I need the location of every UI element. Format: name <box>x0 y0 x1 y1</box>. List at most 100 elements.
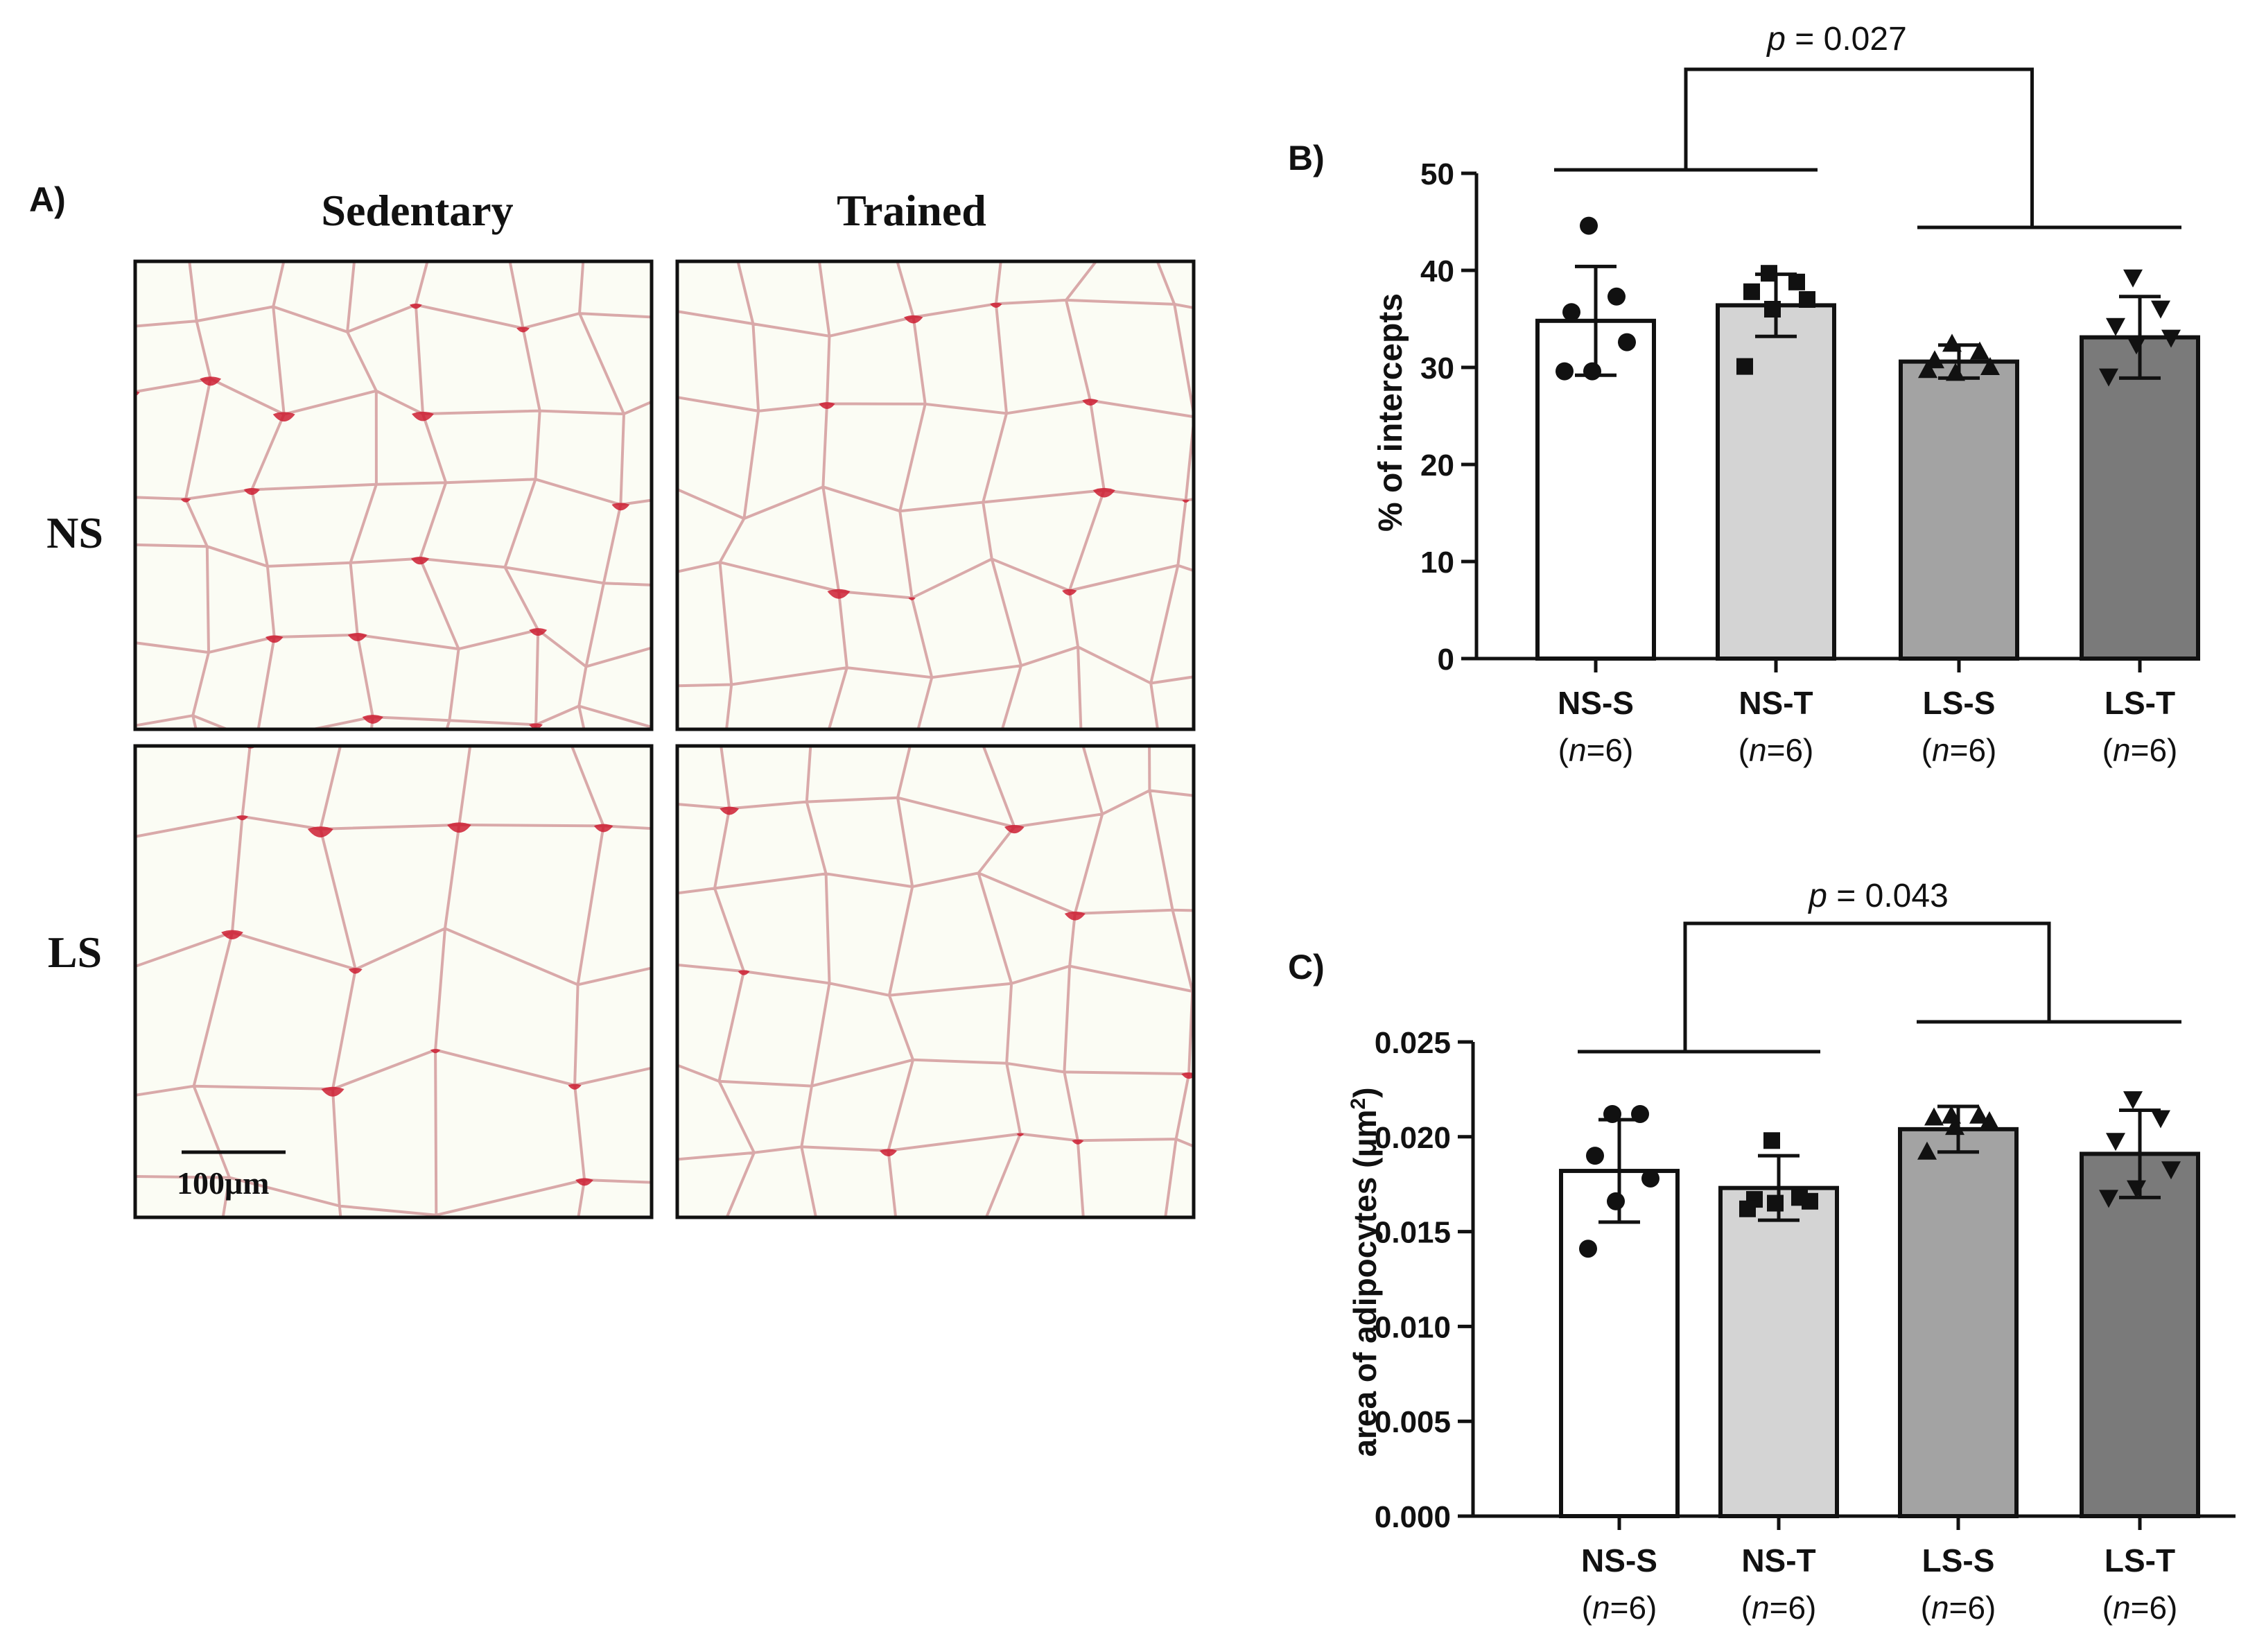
x-tick-label: NS-S <box>1558 685 1634 721</box>
panel-a: A) Sedentary Trained NS LS 100μm <box>29 180 1278 1346</box>
stained-stroma <box>321 1086 345 1097</box>
data-point <box>2161 329 2181 348</box>
data-point <box>2161 1161 2181 1180</box>
stained-stroma <box>337 1293 360 1303</box>
y-tick-label: 40 <box>1420 254 1454 288</box>
data-point <box>1607 1192 1625 1210</box>
x-tick-label: NS-T <box>1741 1542 1815 1579</box>
data-point <box>1562 303 1580 322</box>
stained-stroma <box>908 597 916 600</box>
data-point <box>1641 1169 1659 1188</box>
n-paren: ( <box>1921 1590 1932 1626</box>
stained-stroma <box>1082 399 1099 406</box>
stained-stroma <box>677 1160 678 1161</box>
panel-c-label: C) <box>1288 948 1325 986</box>
stained-stroma <box>879 1149 898 1156</box>
data-point <box>1980 1111 1999 1129</box>
n-paren: ( <box>1582 1590 1593 1626</box>
stained-stroma <box>611 503 630 511</box>
stained-stroma <box>1237 218 1253 225</box>
data-point <box>1917 1141 1937 1160</box>
data-point <box>1739 1200 1756 1217</box>
stained-stroma <box>1062 589 1077 595</box>
y-axis-label: area of adipocytes (μm2) <box>1347 1087 1384 1457</box>
stained-stroma <box>122 726 133 731</box>
n-label: (n=6) <box>2102 1590 2178 1626</box>
stained-stroma <box>347 633 367 641</box>
data-point <box>1764 301 1781 318</box>
stained-stroma <box>475 1338 493 1346</box>
n-paren: ( <box>1739 732 1750 768</box>
y-axis-label-close: ) <box>1347 1087 1383 1097</box>
stained-stroma <box>990 302 1002 308</box>
p-rest: = 0.027 <box>1786 21 1907 58</box>
micrograph-ns-trained <box>677 218 1253 729</box>
n-count: =6) <box>1587 732 1634 768</box>
n-label: (n=6) <box>1741 1590 1817 1626</box>
micrograph-frame <box>675 259 1196 731</box>
n-label: (n=6) <box>1739 732 1814 768</box>
p-letter: p <box>1766 21 1786 58</box>
data-point <box>1924 1107 1944 1126</box>
n-paren: ( <box>1741 1590 1752 1626</box>
stained-stroma <box>236 815 248 821</box>
x-tick-label: LS-T <box>2105 1542 2175 1579</box>
data-point <box>1788 273 1805 290</box>
data-point <box>1586 1147 1604 1165</box>
data-point <box>1763 1132 1780 1149</box>
panel-b-label: B) <box>1288 139 1325 177</box>
data-point <box>1942 333 1962 352</box>
n-paren: ( <box>2102 732 2114 768</box>
data-point <box>2106 318 2125 336</box>
n-letter: n <box>2113 732 2131 768</box>
data-point <box>2151 1110 2170 1129</box>
stained-stroma <box>580 230 591 235</box>
n-letter: n <box>1592 1590 1610 1626</box>
y-tick-label: 30 <box>1420 351 1454 385</box>
n-count: =6) <box>2131 732 2178 768</box>
row-label-ns: NS <box>46 508 103 557</box>
micrograph-ls-trained <box>677 746 1278 1343</box>
y-tick-label: 0.020 <box>1375 1121 1451 1155</box>
stained-stroma <box>1181 1072 1194 1079</box>
y-tick-label: 0.015 <box>1375 1216 1451 1250</box>
n-letter: n <box>1749 732 1767 768</box>
n-paren: ( <box>1922 732 1933 768</box>
stained-stroma <box>180 498 191 503</box>
x-tick-label: NS-T <box>1739 685 1813 721</box>
data-point <box>1969 1105 1989 1124</box>
stained-stroma <box>1257 1334 1278 1343</box>
column-label-trained: Trained <box>837 186 986 235</box>
data-point <box>1918 360 1937 379</box>
row-label-ls: LS <box>48 928 102 977</box>
n-count: =6) <box>1949 1590 1996 1626</box>
stained-stroma <box>243 488 260 495</box>
data-point <box>1980 357 2000 375</box>
y-axis-label-main: area of adipocytes (μm <box>1347 1109 1383 1457</box>
bar-ns-t <box>1716 303 1836 661</box>
data-point <box>1580 216 1598 235</box>
stained-stroma <box>819 402 835 410</box>
p-rest: = 0.043 <box>1827 878 1949 914</box>
data-point <box>1925 350 1944 369</box>
data-point <box>1799 291 1815 308</box>
stained-stroma <box>973 1228 990 1236</box>
y-axis-label-sup: 2 <box>1347 1098 1370 1110</box>
n-count: =6) <box>1770 1590 1817 1626</box>
stained-stroma <box>904 315 923 324</box>
stained-stroma <box>409 303 422 309</box>
y-axis-label: % of intercepts <box>1373 293 1409 532</box>
stained-stroma <box>1072 1139 1084 1145</box>
n-label: (n=6) <box>2102 732 2178 768</box>
data-point <box>1583 362 1601 381</box>
p-letter: p <box>1807 878 1827 914</box>
stained-stroma <box>430 1049 441 1054</box>
n-letter: n <box>1932 732 1950 768</box>
data-point <box>2127 1180 2146 1199</box>
stained-stroma <box>709 1324 718 1328</box>
data-point <box>2151 300 2170 319</box>
stained-stroma <box>411 411 434 421</box>
bar-ls-s <box>1898 1127 2019 1518</box>
data-point <box>1618 333 1636 351</box>
